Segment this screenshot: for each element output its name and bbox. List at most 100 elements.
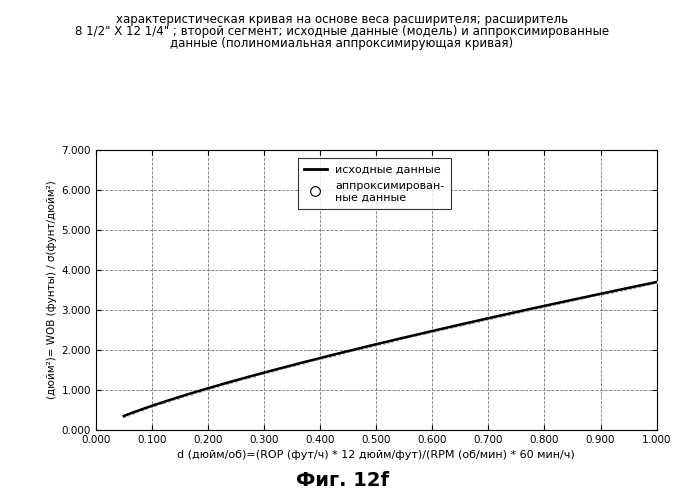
Point xyxy=(620,284,631,292)
Point xyxy=(391,335,402,343)
Point xyxy=(329,350,340,358)
Point xyxy=(159,398,170,406)
Point xyxy=(633,282,644,290)
Point xyxy=(141,404,152,412)
Point xyxy=(261,368,272,376)
Point xyxy=(365,342,376,349)
Point xyxy=(356,344,367,352)
Point xyxy=(360,342,371,350)
Point xyxy=(607,288,618,296)
Point xyxy=(248,372,259,380)
Point xyxy=(369,340,380,348)
Point xyxy=(378,338,389,346)
Point xyxy=(123,410,134,418)
Point xyxy=(468,318,479,326)
Point xyxy=(293,360,304,368)
Point xyxy=(588,291,599,299)
Point xyxy=(428,327,438,335)
Point xyxy=(222,379,233,387)
Point xyxy=(459,320,470,328)
Point xyxy=(141,404,152,411)
Point xyxy=(257,369,268,377)
Point xyxy=(539,302,550,310)
Point xyxy=(365,342,376,349)
Point xyxy=(620,284,631,292)
Point xyxy=(271,366,282,374)
Point xyxy=(616,286,627,294)
Point xyxy=(293,360,304,368)
Point xyxy=(400,334,411,342)
Point xyxy=(449,322,460,330)
Point xyxy=(436,325,447,333)
Point xyxy=(440,324,451,332)
Point xyxy=(391,336,402,344)
Point xyxy=(633,282,644,290)
Point xyxy=(271,366,282,374)
Point xyxy=(454,320,465,328)
Point xyxy=(235,375,246,383)
Point xyxy=(633,282,644,290)
Point xyxy=(400,333,411,341)
Point xyxy=(320,353,331,361)
Point xyxy=(347,346,358,354)
Point xyxy=(387,336,398,344)
Point xyxy=(185,389,196,397)
Point xyxy=(154,399,165,407)
Point xyxy=(231,376,241,384)
Point xyxy=(208,383,219,391)
Point xyxy=(566,296,577,304)
Point xyxy=(231,376,241,384)
Point xyxy=(396,334,407,342)
Point xyxy=(356,344,367,352)
Point xyxy=(150,401,161,409)
Point xyxy=(637,280,648,288)
Point xyxy=(360,343,371,351)
Point xyxy=(163,396,174,404)
Point xyxy=(544,301,555,309)
Point xyxy=(252,370,263,378)
Point xyxy=(159,398,170,406)
Point xyxy=(391,336,402,344)
Point xyxy=(575,294,586,302)
Point xyxy=(410,331,421,339)
Point xyxy=(611,286,622,294)
Point xyxy=(530,304,541,312)
Point xyxy=(145,402,156,410)
Point xyxy=(203,384,214,392)
Point xyxy=(553,299,564,307)
Point xyxy=(616,285,627,293)
Point xyxy=(320,353,331,361)
Point xyxy=(472,316,483,324)
Point xyxy=(333,350,344,358)
Point xyxy=(486,314,497,322)
Point xyxy=(553,299,564,307)
Point xyxy=(602,288,613,296)
Point xyxy=(356,344,367,352)
Point xyxy=(271,366,282,374)
Point xyxy=(382,338,393,345)
Point xyxy=(620,284,631,292)
Point xyxy=(231,376,241,384)
Point xyxy=(481,314,492,322)
Point xyxy=(141,404,152,412)
Point xyxy=(199,386,210,394)
Point xyxy=(163,396,174,404)
Point xyxy=(616,286,627,294)
Point xyxy=(646,279,657,287)
Point xyxy=(132,406,143,414)
Point xyxy=(548,300,559,308)
Point xyxy=(490,313,501,321)
Point xyxy=(222,378,233,386)
Point xyxy=(145,402,156,410)
Point xyxy=(508,308,519,316)
Point xyxy=(499,310,510,318)
Point xyxy=(168,395,179,403)
Point xyxy=(306,356,317,364)
Point xyxy=(203,384,214,392)
Point xyxy=(306,356,317,364)
Point xyxy=(593,290,604,298)
Point xyxy=(382,338,393,345)
Point xyxy=(311,355,321,363)
Point xyxy=(199,386,210,394)
Point xyxy=(400,333,411,341)
